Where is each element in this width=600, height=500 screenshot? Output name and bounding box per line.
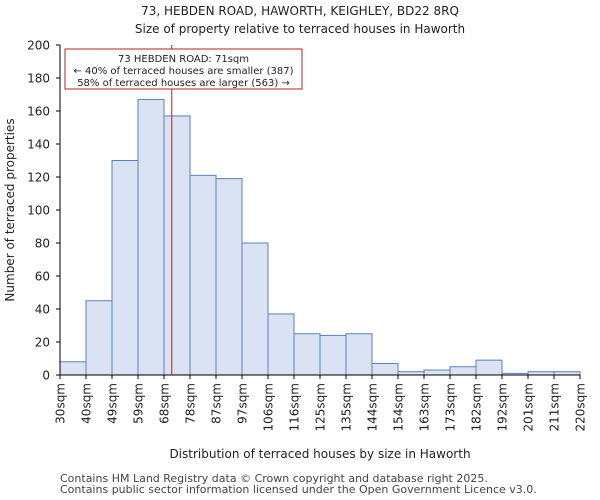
y-tick-label: 0 bbox=[42, 369, 50, 383]
y-tick-label: 40 bbox=[35, 303, 50, 317]
bars-group bbox=[59, 98, 581, 376]
x-tick-label: 49sqm bbox=[106, 383, 120, 424]
bar-78sqm bbox=[189, 174, 217, 376]
bar-49sqm bbox=[111, 160, 139, 376]
x-tick-label: 97sqm bbox=[236, 383, 250, 424]
x-tick-label: 116sqm bbox=[288, 383, 302, 431]
bar-40sqm bbox=[85, 300, 113, 376]
y-tick-label: 180 bbox=[27, 72, 50, 86]
y-tick-label: 160 bbox=[27, 105, 50, 119]
y-axis-label: Number of terraced properties bbox=[3, 118, 17, 301]
x-tick-label: 59sqm bbox=[132, 383, 146, 424]
bar-135sqm bbox=[345, 333, 373, 376]
bar-97sqm bbox=[241, 242, 269, 376]
bar-87sqm bbox=[215, 178, 243, 376]
bar-125sqm bbox=[319, 334, 347, 376]
x-tick-label: 173sqm bbox=[444, 383, 458, 431]
x-tick-label: 154sqm bbox=[392, 383, 406, 431]
x-axis: 30sqm 40sqm 49sqm 59sqm 68sqm 78sqm 87sqm 97sqm… bbox=[54, 374, 588, 431]
annotation-frame bbox=[64, 48, 303, 90]
x-tick-label: 30sqm bbox=[54, 383, 68, 424]
chart-subtitle: Size of property relative to terraced ho… bbox=[135, 22, 465, 36]
x-tick-label: 106sqm bbox=[262, 383, 276, 431]
x-axis-label: Distribution of terraced houses by size … bbox=[169, 447, 470, 461]
x-tick-label: 220sqm bbox=[574, 383, 588, 431]
x-tick-label: 78sqm bbox=[184, 383, 198, 424]
bar-163sqm bbox=[423, 369, 451, 376]
bar-144sqm bbox=[371, 362, 399, 376]
x-tick-label: 68sqm bbox=[158, 383, 172, 424]
bar-59sqm bbox=[137, 98, 165, 376]
bar-68sqm bbox=[163, 115, 191, 376]
y-tick-label: 140 bbox=[27, 138, 50, 152]
x-tick-label: 87sqm bbox=[210, 383, 224, 424]
y-axis: 0 20 40 60 80 100 120 140 160 180 200 bbox=[27, 39, 61, 383]
x-tick-label: 201sqm bbox=[522, 383, 536, 431]
y-tick-label: 200 bbox=[27, 39, 50, 53]
bar-30sqm bbox=[59, 361, 87, 376]
bar-173sqm bbox=[449, 366, 477, 376]
footer-line-2: Contains public sector information licen… bbox=[60, 483, 537, 496]
y-tick-label: 60 bbox=[35, 270, 50, 284]
bar-106sqm bbox=[267, 313, 295, 376]
x-tick-label: 135sqm bbox=[340, 383, 354, 431]
x-tick-label: 125sqm bbox=[314, 383, 328, 431]
annotation-box: 73 HEBDEN ROAD: 71sqm ← 40% of terraced … bbox=[64, 48, 303, 90]
y-tick-label: 120 bbox=[27, 171, 50, 185]
y-tick-label: 20 bbox=[35, 336, 50, 350]
footer-line-1: Contains HM Land Registry data © Crown c… bbox=[60, 472, 488, 485]
x-tick-label: 182sqm bbox=[470, 383, 484, 431]
x-tick-label: 192sqm bbox=[496, 383, 510, 431]
annotation-line-1: 73 HEBDEN ROAD: 71sqm bbox=[118, 54, 249, 65]
bar-116sqm bbox=[293, 333, 321, 376]
x-tick-label: 163sqm bbox=[418, 383, 432, 431]
y-tick-label: 100 bbox=[27, 204, 50, 218]
x-tick-label: 144sqm bbox=[366, 383, 380, 431]
x-tick-label: 211sqm bbox=[548, 383, 562, 431]
chart-title: 73, HEBDEN ROAD, HAWORTH, KEIGHLEY, BD22… bbox=[141, 4, 459, 18]
y-tick-label: 80 bbox=[35, 237, 50, 251]
bar-182sqm bbox=[475, 359, 503, 376]
annotation-line-2: ← 40% of terraced houses are smaller (38… bbox=[73, 66, 293, 77]
x-tick-label: 40sqm bbox=[80, 383, 94, 424]
annotation-line-3: 58% of terraced houses are larger (563) … bbox=[77, 78, 290, 89]
